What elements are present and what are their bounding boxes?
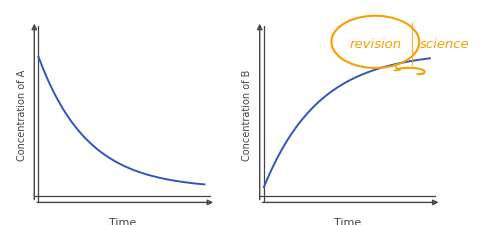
Text: revision: revision — [349, 38, 401, 51]
Text: Time: Time — [334, 216, 362, 225]
Text: science: science — [419, 38, 469, 51]
Text: Concentration of A: Concentration of A — [17, 69, 27, 160]
Text: Concentration of B: Concentration of B — [243, 69, 252, 160]
Text: Time: Time — [109, 216, 136, 225]
